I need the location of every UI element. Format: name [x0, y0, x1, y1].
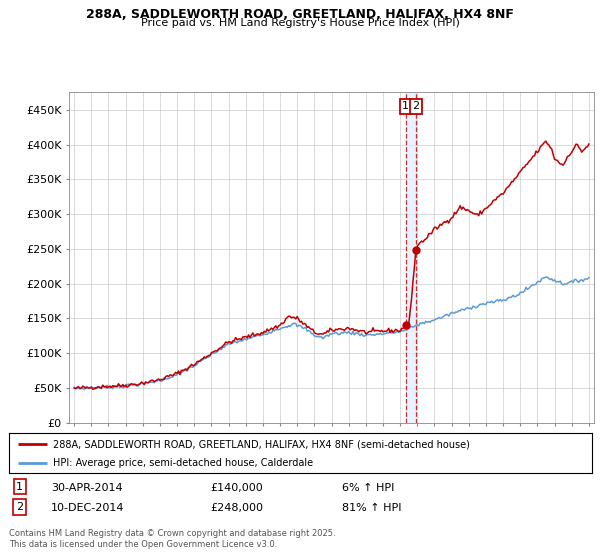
Text: 288A, SADDLEWORTH ROAD, GREETLAND, HALIFAX, HX4 8NF (semi-detached house): 288A, SADDLEWORTH ROAD, GREETLAND, HALIF…: [53, 439, 470, 449]
Text: 30-APR-2014: 30-APR-2014: [51, 483, 122, 493]
Text: 1: 1: [16, 482, 23, 492]
Text: 81% ↑ HPI: 81% ↑ HPI: [342, 503, 401, 514]
Text: £248,000: £248,000: [210, 503, 263, 514]
Text: 1: 1: [402, 101, 409, 111]
Text: HPI: Average price, semi-detached house, Calderdale: HPI: Average price, semi-detached house,…: [53, 458, 313, 468]
Text: 2: 2: [412, 101, 419, 111]
Text: Price paid vs. HM Land Registry's House Price Index (HPI): Price paid vs. HM Land Registry's House …: [140, 18, 460, 29]
Text: 6% ↑ HPI: 6% ↑ HPI: [342, 483, 394, 493]
Text: 10-DEC-2014: 10-DEC-2014: [51, 503, 125, 514]
Text: Contains HM Land Registry data © Crown copyright and database right 2025.
This d: Contains HM Land Registry data © Crown c…: [9, 529, 335, 549]
Text: 288A, SADDLEWORTH ROAD, GREETLAND, HALIFAX, HX4 8NF: 288A, SADDLEWORTH ROAD, GREETLAND, HALIF…: [86, 8, 514, 21]
Bar: [406, 92, 416, 423]
Text: £140,000: £140,000: [210, 483, 263, 493]
Text: 2: 2: [16, 502, 23, 512]
